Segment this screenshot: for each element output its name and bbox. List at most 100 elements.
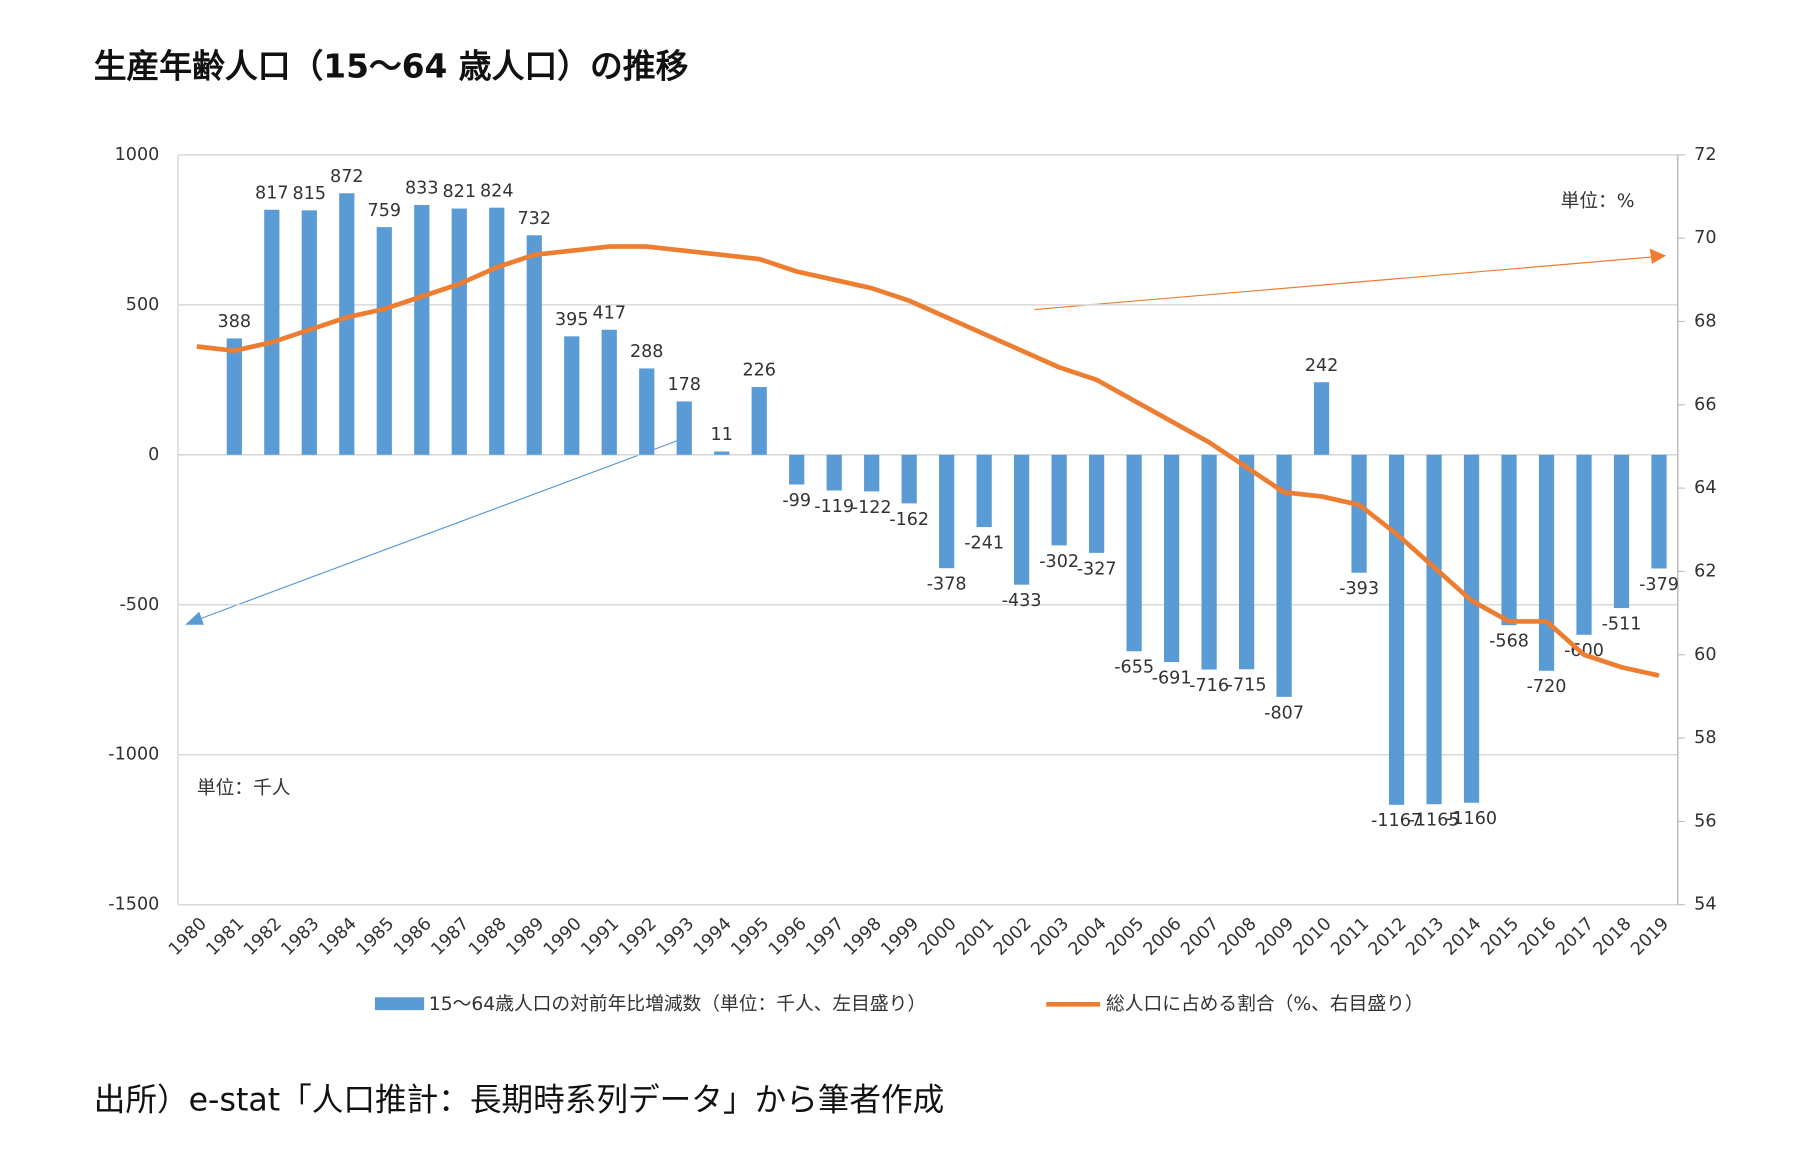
source-note: 出所）e-stat「人口推計：長期時系列データ」から筆者作成 bbox=[94, 1083, 945, 1119]
data-label: -122 bbox=[852, 498, 892, 518]
x-tick-label: 1991 bbox=[578, 914, 624, 960]
x-tick-label: 2000 bbox=[915, 914, 961, 960]
y2-tick-label: 62 bbox=[1694, 561, 1716, 581]
y-tick-label: 0 bbox=[148, 445, 159, 465]
x-tick-label: 2017 bbox=[1552, 914, 1598, 960]
arrow-head bbox=[1649, 248, 1667, 264]
annotation: 単位：千人 bbox=[197, 778, 291, 799]
arrow-head bbox=[185, 611, 204, 625]
chart-title: 生産年齢人口（15～64 歳人口）の推移 bbox=[94, 48, 689, 86]
y2-tick-label: 72 bbox=[1694, 145, 1716, 165]
x-tick-label: 1985 bbox=[353, 914, 399, 960]
data-label: -655 bbox=[1114, 658, 1154, 678]
x-tick-label: 2009 bbox=[1252, 914, 1298, 960]
x-tick-label: 1989 bbox=[503, 914, 549, 960]
x-tick-label: 1984 bbox=[315, 914, 361, 960]
data-label: -327 bbox=[1077, 559, 1117, 579]
data-label: -716 bbox=[1189, 676, 1229, 696]
bar bbox=[1051, 454, 1067, 546]
data-label: 833 bbox=[405, 179, 439, 199]
data-label: -511 bbox=[1602, 614, 1642, 634]
bar bbox=[901, 454, 917, 504]
data-label: 824 bbox=[480, 181, 514, 201]
bar bbox=[714, 451, 730, 455]
data-label: -379 bbox=[1639, 575, 1679, 595]
data-label: 417 bbox=[592, 303, 626, 323]
line bbox=[196, 244, 1660, 678]
x-tick-label: 2012 bbox=[1365, 914, 1411, 960]
x-tick-label: 2008 bbox=[1215, 914, 1261, 960]
x-tick-label: 2015 bbox=[1477, 914, 1523, 960]
x-tick-label: 1996 bbox=[765, 914, 811, 960]
x-tick-label: 2006 bbox=[1140, 914, 1186, 960]
y2-tick-label: 54 bbox=[1694, 895, 1716, 915]
legend-swatch bbox=[374, 997, 425, 1011]
data-label: -1167 bbox=[1371, 811, 1422, 831]
y2-tick-label: 70 bbox=[1694, 228, 1716, 248]
data-label: -568 bbox=[1489, 632, 1529, 652]
data-label: -119 bbox=[814, 497, 854, 517]
x-tick-label: 1994 bbox=[690, 914, 736, 960]
bar bbox=[1463, 454, 1480, 803]
data-label: 288 bbox=[630, 342, 664, 362]
y2-tick-label: 56 bbox=[1694, 811, 1716, 831]
bar bbox=[1651, 454, 1667, 569]
data-label: 759 bbox=[368, 201, 402, 221]
data-label: -302 bbox=[1039, 552, 1079, 572]
x-tick-label: 1995 bbox=[728, 914, 774, 960]
x-tick-label: 2002 bbox=[990, 914, 1036, 960]
bar bbox=[1501, 454, 1517, 626]
x-tick-label: 2011 bbox=[1327, 914, 1373, 960]
data-label: -1165 bbox=[1409, 811, 1460, 831]
bar bbox=[526, 235, 542, 455]
bar bbox=[376, 227, 392, 455]
x-tick-label: 2001 bbox=[953, 914, 999, 960]
x-tick-label: 1993 bbox=[653, 914, 699, 960]
y-tick-label: -1000 bbox=[108, 745, 159, 765]
bar bbox=[639, 368, 655, 455]
x-tick-label: 2013 bbox=[1402, 914, 1448, 960]
x-tick-label: 1986 bbox=[390, 914, 436, 960]
x-tick-label: 2010 bbox=[1290, 914, 1336, 960]
y2-tick-label: 68 bbox=[1694, 312, 1716, 332]
bar bbox=[1388, 454, 1405, 805]
bar bbox=[1576, 454, 1592, 635]
data-label: 815 bbox=[293, 184, 327, 204]
data-label: -720 bbox=[1527, 677, 1567, 697]
y2-tick-label: 58 bbox=[1694, 728, 1716, 748]
data-label: -807 bbox=[1264, 703, 1304, 723]
data-label: 11 bbox=[711, 425, 733, 445]
bar bbox=[489, 207, 505, 455]
data-label: -433 bbox=[1002, 591, 1042, 611]
bar bbox=[976, 454, 992, 528]
data-label: -1160 bbox=[1446, 809, 1497, 829]
bar bbox=[264, 209, 280, 455]
data-label: 388 bbox=[218, 312, 252, 332]
arrow bbox=[1034, 256, 1655, 311]
data-label: -99 bbox=[782, 491, 811, 511]
data-label: 732 bbox=[517, 209, 551, 229]
bar bbox=[339, 193, 355, 455]
data-label: -715 bbox=[1227, 676, 1267, 696]
x-tick-label: 1980 bbox=[165, 914, 211, 960]
x-tick-label: 2007 bbox=[1177, 914, 1223, 960]
bar bbox=[1089, 454, 1105, 553]
bar bbox=[939, 454, 955, 569]
bar bbox=[1014, 454, 1030, 585]
bar bbox=[789, 454, 805, 485]
bar bbox=[226, 338, 242, 455]
data-label: 821 bbox=[443, 182, 477, 202]
x-tick-label: 2004 bbox=[1065, 914, 1111, 960]
bar bbox=[601, 329, 617, 455]
x-tick-label: 2016 bbox=[1515, 914, 1561, 960]
x-tick-label: 2014 bbox=[1440, 914, 1486, 960]
bar bbox=[864, 454, 880, 492]
x-tick-label: 1981 bbox=[203, 914, 249, 960]
x-tick-label: 1998 bbox=[840, 914, 886, 960]
y-tick-label: -500 bbox=[119, 595, 159, 615]
y2-tick-label: 66 bbox=[1694, 395, 1716, 415]
annotation: 単位：% bbox=[1561, 191, 1635, 212]
bar bbox=[751, 387, 767, 455]
